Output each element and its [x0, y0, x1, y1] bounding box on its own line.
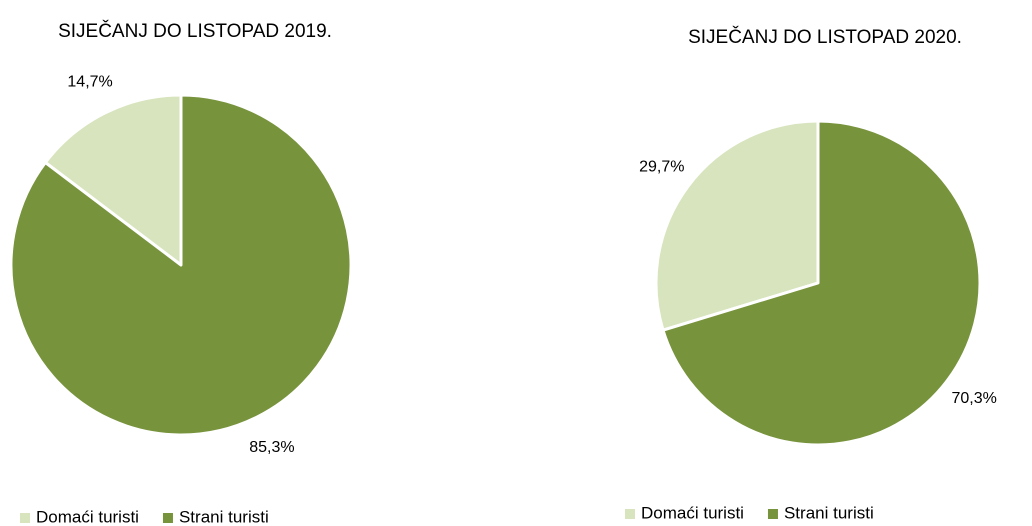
legend-label: Domaći turisti [36, 507, 139, 526]
data-label: 70,3% [952, 390, 997, 407]
legend-swatch [625, 509, 635, 519]
legend-swatch [20, 513, 30, 523]
pie-slice [9, 93, 353, 437]
legend-label: Domaći turisti [641, 503, 744, 522]
legend-swatch [767, 509, 778, 519]
data-label: 85,3% [249, 439, 294, 456]
chart-title: SIJEČANJ DO LISTOPAD 2019. [58, 20, 332, 42]
data-label: 14,7% [67, 74, 112, 91]
data-label: 29,7% [639, 158, 684, 175]
legend-swatch [162, 513, 173, 523]
pie-slice [43, 93, 183, 267]
chart-title: SIJEČANJ DO LISTOPAD 2020. [688, 26, 962, 48]
pie-slice [661, 119, 982, 447]
legend-label: Strani turisti [784, 503, 874, 522]
legend-label: Strani turisti [179, 507, 269, 526]
pie-slice [654, 119, 820, 332]
